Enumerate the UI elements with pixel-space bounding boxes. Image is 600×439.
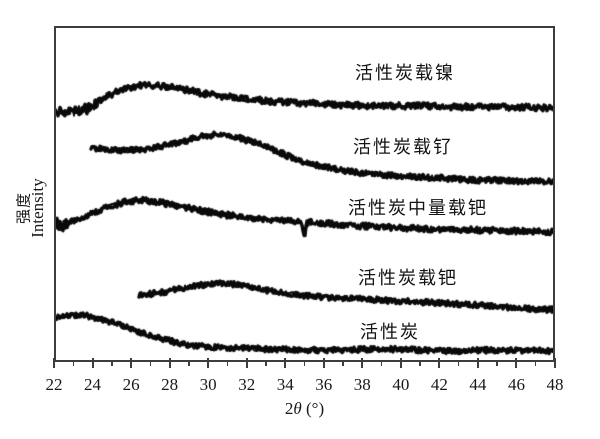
- x-tick-minor: [149, 359, 152, 366]
- x-tick-major: [361, 358, 364, 368]
- x-tick-minor: [534, 359, 537, 366]
- x-tick-minor: [342, 359, 344, 366]
- x-tick-label: 44: [469, 375, 487, 394]
- x-axis-title: 2θ (°): [54, 399, 555, 419]
- x-tick-major: [130, 358, 133, 368]
- x-tick-label: 30: [199, 375, 217, 394]
- x-tick-label: 38: [353, 375, 371, 394]
- x-tick-minor: [111, 359, 113, 366]
- y-axis-title-english: Intensity: [28, 178, 47, 238]
- x-tick-major: [245, 358, 248, 368]
- x-tick-minor: [419, 359, 421, 366]
- x-tick-minor: [380, 359, 383, 366]
- x-tick-major: [284, 358, 287, 368]
- x-tick-major: [476, 358, 479, 368]
- x-tick-label: 22: [45, 375, 63, 394]
- x-tick-label: 46: [507, 375, 525, 394]
- x-tick-major: [515, 358, 518, 368]
- x-axis-title-prefix: 2: [284, 399, 294, 418]
- x-tick-label: 34: [276, 375, 294, 394]
- x-tick-minor: [226, 359, 229, 366]
- x-tick-minor: [188, 359, 190, 366]
- x-tick-minor: [496, 359, 498, 366]
- x-tick-minor: [303, 359, 306, 366]
- x-axis-title-suffix: (°): [301, 399, 325, 418]
- x-tick-minor: [72, 359, 75, 366]
- x-tick-label: 48: [546, 375, 564, 394]
- x-tick-label: 36: [315, 375, 333, 394]
- series-label: 活性炭中量载钯: [348, 198, 488, 218]
- x-tick-minor: [265, 359, 267, 366]
- series-label: 活性炭载钌: [353, 137, 453, 157]
- x-tick-major: [91, 358, 94, 368]
- x-tick-major: [399, 358, 402, 368]
- x-tick-label: 40: [392, 375, 410, 394]
- x-tick-label: 32: [238, 375, 256, 394]
- x-tick-label: 24: [84, 375, 102, 394]
- x-tick-major: [554, 358, 556, 368]
- series-label: 活性炭载镍: [355, 63, 455, 83]
- x-tick-label: 42: [430, 375, 448, 394]
- x-tick-minor: [457, 359, 460, 366]
- x-tick-major: [168, 358, 171, 368]
- x-tick-major: [207, 358, 210, 368]
- series-label: 活性炭载钯: [358, 268, 458, 288]
- x-tick-label: 28: [161, 375, 179, 394]
- x-tick-major: [438, 358, 441, 368]
- x-tick-major: [322, 358, 325, 368]
- x-tick-major: [53, 358, 55, 368]
- series-label: 活性炭: [360, 322, 420, 342]
- x-tick-label: 26: [122, 375, 140, 394]
- theta-symbol: θ: [293, 399, 302, 418]
